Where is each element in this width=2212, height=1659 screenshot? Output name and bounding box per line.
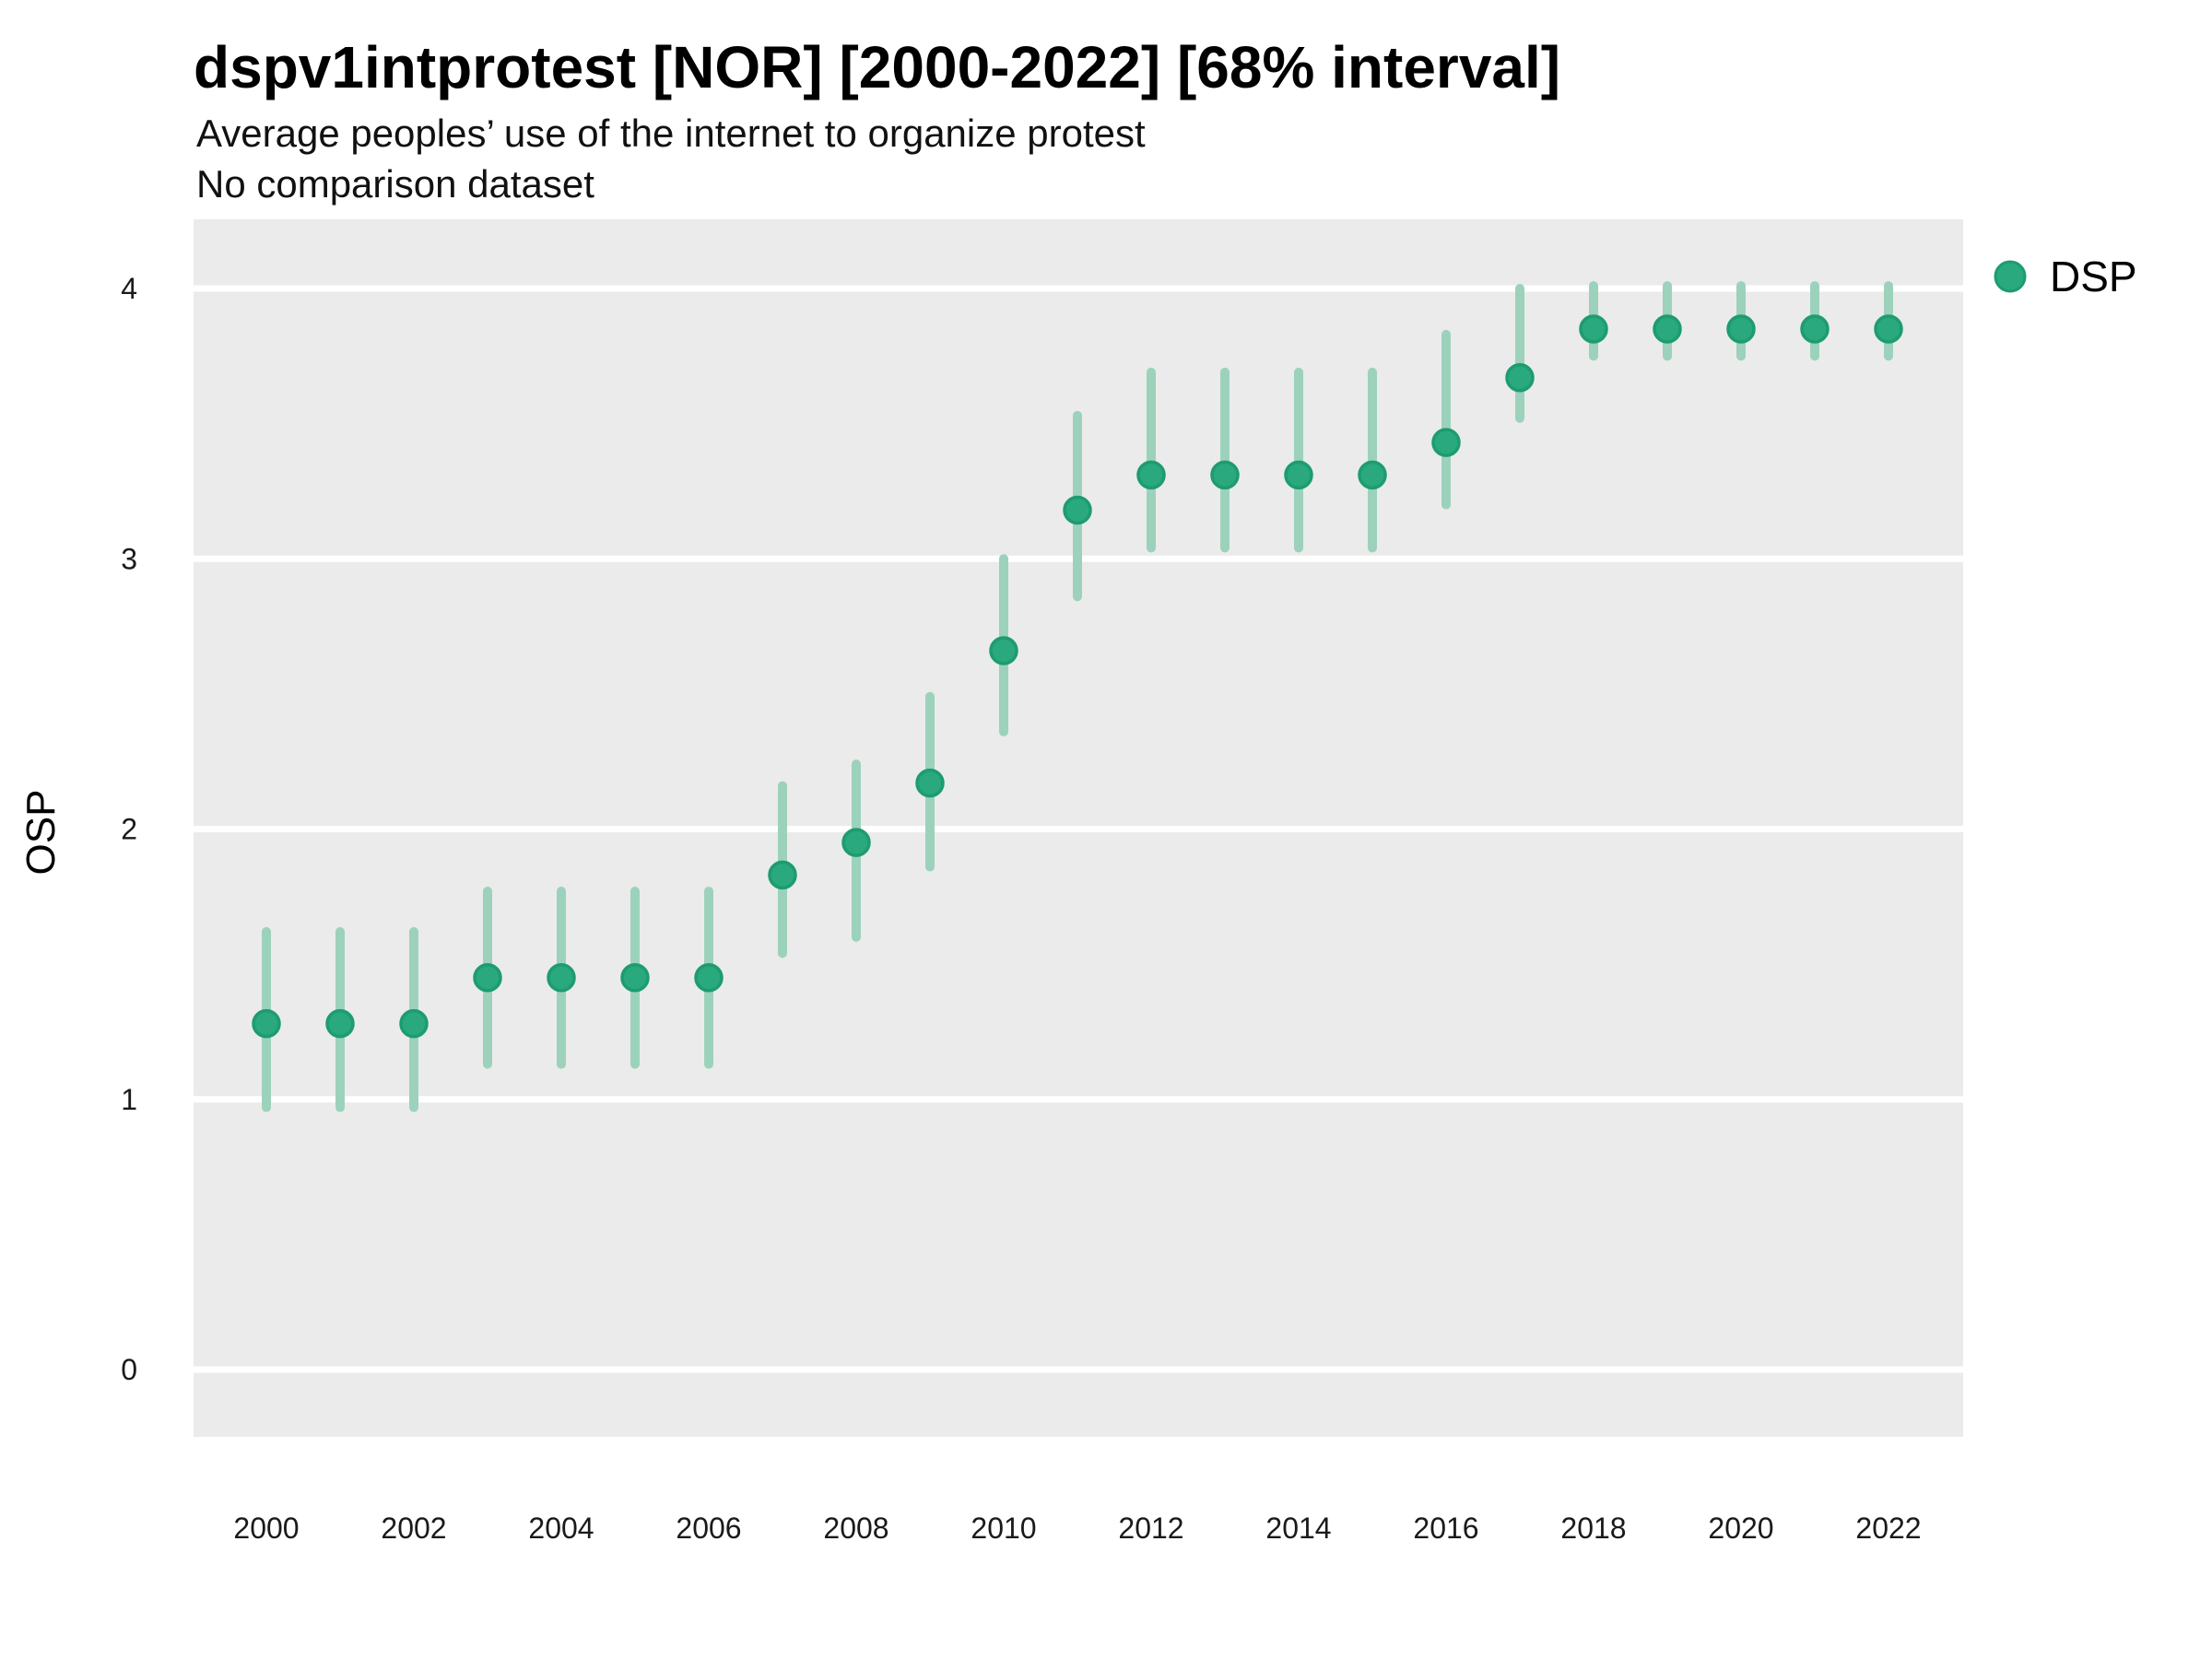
data-point-2022: [1874, 314, 1903, 344]
x-tick-2008: 2008: [823, 1512, 888, 1545]
data-point-2014: [1284, 460, 1313, 490]
y-tick-2: 2: [121, 813, 137, 846]
data-point-2020: [1726, 314, 1756, 344]
legend-dsp-label: DSP: [2050, 253, 2137, 300]
x-tick-2004: 2004: [528, 1512, 594, 1545]
data-point-2004: [547, 963, 576, 993]
x-tick-2016: 2016: [1413, 1512, 1478, 1545]
data-point-2010: [989, 636, 1018, 665]
data-point-2000: [252, 1008, 281, 1039]
x-tick-2020: 2020: [1708, 1512, 1773, 1545]
data-point-2006: [694, 963, 724, 993]
y-tick-4: 4: [121, 272, 137, 305]
data-point-2016: [1431, 428, 1461, 457]
x-tick-2010: 2010: [971, 1512, 1036, 1545]
chart-title: dspv1intprotest [NOR] [2000-2022] [68% i…: [194, 34, 1561, 100]
data-point-2002: [399, 1008, 429, 1039]
x-tick-2022: 2022: [1855, 1512, 1921, 1545]
chart-subtitle: Average peoples’ use of the internet to …: [196, 112, 1146, 155]
data-point-2008: [841, 828, 871, 857]
data-point-2021: [1800, 314, 1830, 344]
data-point-2007: [768, 860, 797, 890]
x-tick-2000: 2000: [233, 1512, 299, 1545]
y-tick-0: 0: [121, 1353, 137, 1386]
data-point-2018: [1579, 314, 1608, 344]
data-points: [252, 314, 1903, 1039]
data-point-2013: [1210, 460, 1240, 490]
data-point-2017: [1505, 363, 1535, 393]
data-point-2011: [1063, 495, 1092, 525]
data-point-2019: [1653, 314, 1682, 344]
x-tick-2006: 2006: [676, 1512, 741, 1545]
data-point-2015: [1358, 460, 1387, 490]
y-axis-tick-labels: 0 1 2 3 4: [121, 272, 137, 1386]
data-point-2005: [620, 963, 650, 993]
x-tick-2012: 2012: [1118, 1512, 1183, 1545]
y-tick-1: 1: [121, 1083, 137, 1116]
chart-note: No comparison dataset: [196, 162, 594, 206]
x-tick-2014: 2014: [1265, 1512, 1331, 1545]
data-point-2012: [1136, 460, 1166, 490]
x-tick-2002: 2002: [381, 1512, 446, 1545]
legend-dsp-swatch-icon: [1994, 260, 2027, 293]
x-axis-tick-labels: 2000 2002 2004 2006 2008 2010 2012 2014 2016 2018…: [233, 1512, 1921, 1545]
data-point-2001: [325, 1008, 355, 1039]
x-tick-2018: 2018: [1560, 1512, 1626, 1545]
y-tick-3: 3: [121, 542, 137, 575]
y-axis-title: OSP: [18, 790, 64, 876]
data-point-2003: [473, 963, 502, 993]
data-point-2009: [915, 768, 945, 798]
legend: DSP: [1994, 253, 2137, 300]
